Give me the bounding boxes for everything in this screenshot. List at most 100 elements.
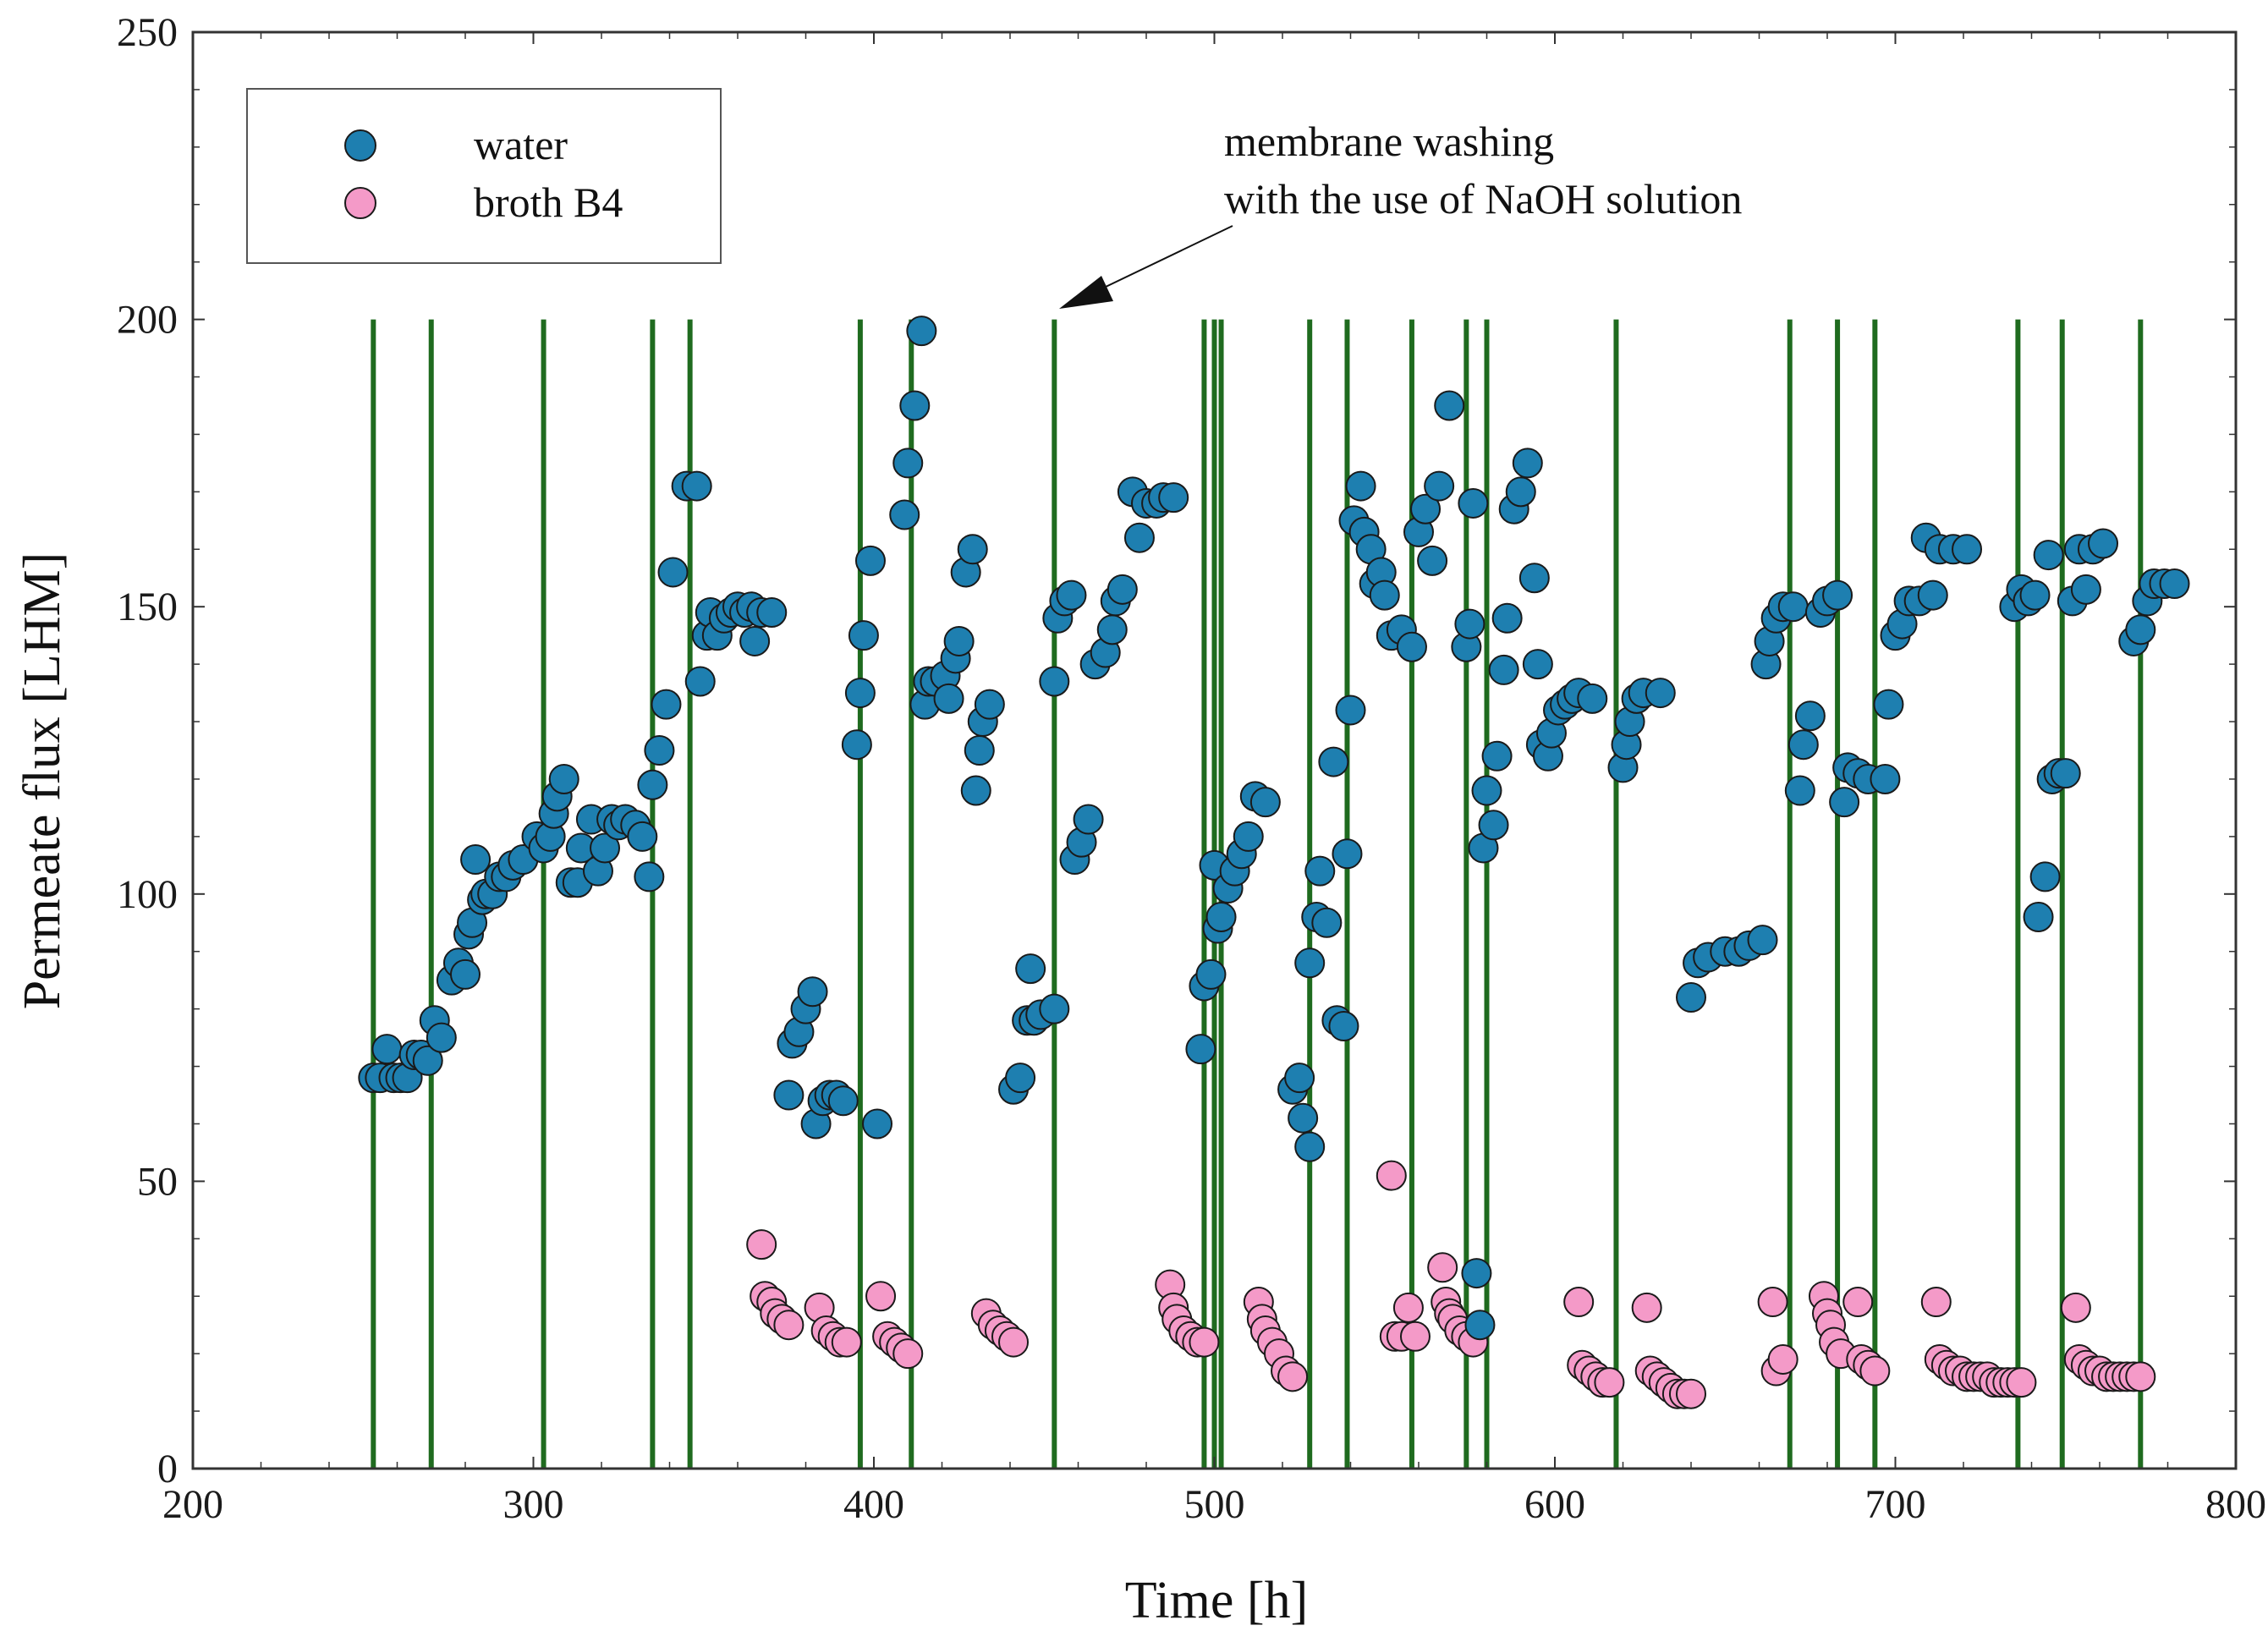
water-point [1822,579,1853,611]
water-point [1107,574,1138,605]
water-point [844,678,876,709]
y-axis-title: Permeate flux [LHM] [14,552,71,1010]
water-point [1917,579,1948,611]
y-tick-label: 50 [137,1159,178,1204]
water-point [1461,1258,1492,1289]
broth-b4-point [773,1310,805,1341]
water-point [1777,591,1809,623]
water-point [426,1022,457,1053]
water-point [681,470,712,502]
broth-b4-point [1399,1321,1431,1352]
water-point [2125,614,2156,645]
water-point [827,1085,859,1117]
x-tick-label: 400 [843,1482,904,1527]
water-point [1195,958,1227,990]
water-point [657,557,689,588]
water-point [1410,493,1442,524]
broth-b4-point [1189,1326,1220,1358]
water-point [1249,787,1281,818]
water-point [1784,775,1815,806]
water-point [1464,1310,1496,1341]
water-point [1005,1063,1036,1094]
y-tick-label: 0 [157,1447,178,1491]
water-point [2070,574,2101,605]
x-axis-title: Time [h] [1125,1572,1308,1629]
water-point [1522,649,1553,680]
water-point [1158,482,1189,513]
water-point [739,625,771,656]
water-point [848,620,879,651]
washing-annotation: membrane washing with the use of NaOH so… [1059,118,1742,309]
water-point [756,596,788,628]
water-point [2023,901,2054,932]
water-point [974,689,1005,720]
water-point [1747,925,1778,956]
water-point [1205,901,1237,932]
broth-b4-point [865,1281,897,1312]
x-tick-label: 700 [1865,1482,1926,1527]
broth-b4-point [1767,1343,1798,1375]
water-point [1417,545,1448,576]
water-point [933,683,964,714]
legend-box [246,88,722,264]
water-point [1335,695,1366,726]
water-point [1123,522,1155,553]
water-point [1829,787,1860,818]
water-point [1073,804,1104,835]
water-point [892,448,924,479]
water-point [637,769,668,800]
water-point [862,1108,893,1140]
water-point [2050,758,2081,789]
water-point [1039,993,1070,1024]
broth-b4-point [892,1338,924,1370]
x-tick-label: 200 [162,1482,223,1527]
water-point [1794,700,1826,732]
water-point [906,316,937,347]
water-point [371,1034,403,1065]
water-point [1458,487,1489,519]
water-point [1311,907,1343,938]
water-point [460,844,491,876]
annotation-arrowhead [1059,276,1113,309]
water-point [2033,540,2064,571]
water-point [627,821,658,852]
water-point [1328,1011,1359,1042]
water-point [1870,763,1901,794]
water-point [1505,476,1536,508]
broth-b4-point [1920,1287,1952,1318]
x-tick-label: 300 [503,1482,564,1527]
broth-b4-point [1842,1287,1874,1318]
broth-b4-point [1277,1361,1309,1392]
water-point [943,625,975,656]
water-point [1294,947,1326,979]
water-point [2019,579,2051,611]
water-point [548,763,579,794]
annotation-arrow-shaft [1082,225,1233,299]
water-point [1491,602,1523,634]
water-point [1873,689,1904,720]
water-point [1233,821,1264,852]
water-point [2029,861,2061,892]
water-point [634,861,665,892]
broth-b4-point [2125,1361,2156,1392]
broth-b4-point [1427,1252,1458,1283]
water-point [1396,631,1427,662]
water-point [854,545,886,576]
water-point [797,976,828,1008]
water-point [841,729,872,761]
water-point [1471,775,1502,806]
broth-series [746,1160,2156,1409]
water-point [1478,810,1509,841]
water-point [957,534,988,565]
water-point [1434,390,1465,421]
water-point [644,735,675,766]
water-point [1454,608,1485,640]
water-point [1488,654,1519,685]
water-point [1512,448,1543,479]
water-point [1015,953,1046,985]
broth-b4-point [998,1326,1030,1358]
water-point [1787,729,1819,761]
broth-b4-point [1676,1378,1706,1409]
water-point [1056,579,1087,611]
